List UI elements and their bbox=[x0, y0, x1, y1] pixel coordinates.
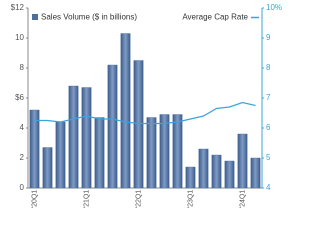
legend-label: Sales Volume ($ in billions) bbox=[41, 13, 137, 22]
x-tick-label: '21Q1 bbox=[83, 190, 90, 209]
y-tick-label: 8 bbox=[20, 63, 25, 72]
bar bbox=[107, 64, 118, 189]
bar bbox=[133, 60, 144, 189]
bar bbox=[42, 147, 53, 189]
bar bbox=[55, 121, 66, 189]
x-tick-label: '23Q1 bbox=[187, 190, 194, 209]
x-tick-label: '22Q1 bbox=[135, 190, 142, 209]
y2-tick-label: 9 bbox=[266, 33, 271, 42]
legend-swatch bbox=[32, 14, 38, 20]
bar bbox=[159, 114, 170, 189]
page: {"chart_data": {"type": "bar", "categori… bbox=[10, 3, 283, 209]
y-tick-label: 0 bbox=[20, 183, 25, 192]
y2-tick-label: 6 bbox=[266, 123, 271, 132]
y-tick-label: 2 bbox=[20, 153, 25, 162]
bar bbox=[29, 109, 40, 189]
y2-tick-label: 4 bbox=[266, 183, 271, 192]
legend-label: Average Cap Rate bbox=[182, 13, 248, 22]
y-tick-label: 4 bbox=[20, 123, 25, 132]
x-tick-label: '24Q1 bbox=[239, 190, 246, 209]
bar bbox=[250, 157, 261, 189]
y-tick-label: $6 bbox=[15, 93, 24, 102]
y2-tick-label: 8 bbox=[266, 63, 271, 72]
bar bbox=[185, 166, 196, 189]
bar bbox=[68, 85, 79, 189]
chart: 0 2 4 $6 8 10 $12 4 5 6 7 8 9 10% '20Q1 '21Q1 '22Q1 '23Q1… bbox=[11, 3, 282, 209]
bar bbox=[198, 148, 209, 189]
y-tick-label: 10 bbox=[15, 33, 24, 42]
y2-tick-label: 5 bbox=[266, 153, 271, 162]
bar bbox=[81, 87, 92, 189]
y2-tick-label: 7 bbox=[266, 93, 271, 102]
y2-tick-label: 10% bbox=[266, 3, 282, 12]
line bbox=[34, 101, 256, 125]
bar bbox=[211, 154, 222, 189]
y-tick-label: $12 bbox=[11, 3, 25, 12]
bar bbox=[224, 160, 235, 189]
bar bbox=[94, 117, 105, 189]
x-tick-label: '20Q1 bbox=[31, 190, 38, 209]
bar bbox=[120, 33, 131, 189]
bar bbox=[146, 117, 157, 189]
bar bbox=[237, 133, 248, 189]
bar bbox=[172, 114, 183, 189]
